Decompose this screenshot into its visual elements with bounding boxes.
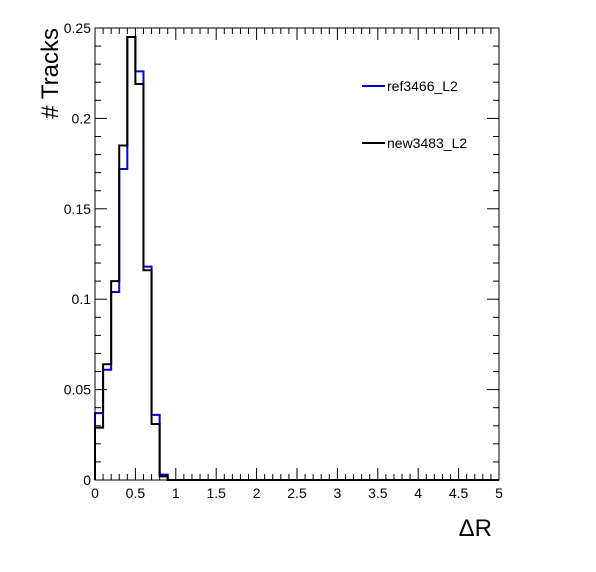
y-tick-label: 0 [83, 472, 91, 488]
x-tick-label: 3 [334, 485, 342, 501]
x-tick-label: 2.5 [287, 485, 307, 501]
x-tick-label: 4.5 [449, 485, 469, 501]
x-tick-label: 1.5 [206, 485, 226, 501]
x-tick-labels: 0 0.5 1 1.5 2 2.5 3 3.5 4 4.5 5 [91, 485, 503, 501]
x-tick-label: 2 [253, 485, 261, 501]
axis-ticks [94, 27, 500, 481]
x-tick-label: 1 [172, 485, 180, 501]
y-axis-title: # Tracks [37, 28, 64, 119]
y-tick-label: 0.25 [64, 20, 91, 36]
y-tick-label: 0.05 [64, 382, 91, 398]
x-tick-label: 0 [91, 485, 99, 501]
legend: ref3466_L2 new3483_L2 [362, 78, 467, 151]
plot-frame [94, 27, 500, 481]
series-line-1 [94, 36, 499, 481]
y-tick-labels: 0 0.05 0.1 0.15 0.2 0.25 [64, 20, 91, 488]
x-axis-title: ΔR [459, 515, 492, 542]
y-tick-label: 0.2 [72, 110, 92, 126]
x-tick-label: 4 [414, 485, 422, 501]
series-layer [94, 36, 499, 481]
legend-label-1: new3483_L2 [387, 135, 467, 151]
y-tick-label: 0.1 [72, 291, 92, 307]
x-tick-label: 0.5 [126, 485, 146, 501]
x-tick-label: 3.5 [368, 485, 388, 501]
legend-label-0: ref3466_L2 [387, 78, 458, 94]
x-tick-label: 5 [495, 485, 503, 501]
y-tick-label: 0.15 [64, 201, 91, 217]
series-line-0 [94, 36, 499, 481]
